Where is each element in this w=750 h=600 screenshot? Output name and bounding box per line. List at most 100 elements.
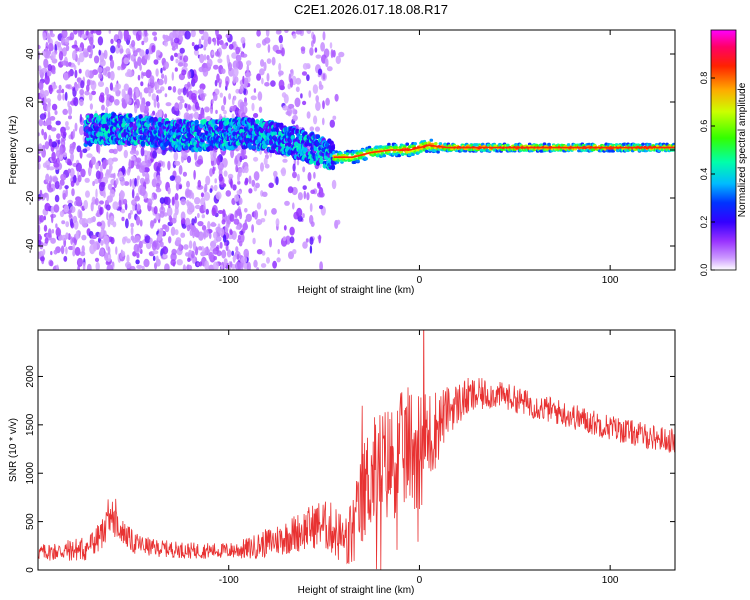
spectrogram-noise-cell — [186, 88, 189, 98]
spectrogram-x-ticks: -100 0 100 — [219, 30, 619, 286]
spectrogram-noise-cell — [199, 261, 203, 267]
spectrogram-noise-cell — [109, 189, 116, 198]
spectrogram-noise-cell — [175, 175, 182, 184]
spectrogram-noise-cell — [89, 36, 94, 46]
spectrogram-noise-cell — [151, 45, 156, 53]
spectrogram-noise-cell — [335, 55, 341, 65]
spectrogram-noise-cell — [47, 187, 54, 193]
spectrogram-noise-cell — [174, 52, 178, 58]
spectrogram-noise-cell — [100, 228, 104, 238]
spectrogram-noise-cell — [51, 103, 58, 111]
spectrogram-noise-cell — [109, 70, 115, 81]
spectrogram-noise-cell — [215, 109, 218, 114]
spectrogram-trace-cell — [405, 150, 410, 154]
spectrogram-noise-cell — [126, 238, 131, 244]
spectrogram-noise-cell — [113, 172, 116, 180]
spectrogram-noise-cell — [114, 83, 122, 90]
spectrogram-noise-cell — [256, 30, 261, 37]
spectrogram-noise-cell — [227, 62, 233, 72]
y-tick-label: 20 — [25, 96, 36, 108]
spectrogram-noise-cell — [182, 86, 187, 96]
spectrogram-noise-cell — [100, 240, 104, 246]
spectrogram-noise-cell — [203, 39, 208, 48]
spectrogram-trace-cell — [641, 142, 645, 146]
spectrogram-noise-cell — [296, 207, 303, 218]
spectrogram-noise-cell — [65, 246, 68, 255]
spectrogram-noise-cell — [307, 172, 312, 182]
spectrogram-noise-cell — [315, 101, 321, 112]
spectrogram-noise-cell — [210, 221, 216, 227]
spectrogram-trace-cell — [259, 128, 265, 134]
spectrogram-noise-cell — [65, 187, 68, 198]
spectrogram-noise-cell — [232, 266, 235, 270]
spectrogram-noise-cell — [212, 261, 219, 270]
spectrogram-noise-cell — [241, 53, 248, 58]
spectrogram-noise-cell — [65, 232, 69, 240]
spectrogram-noise-cell — [232, 41, 237, 46]
spectrogram-noise-cell — [117, 66, 121, 71]
spectrogram-noise-cell — [255, 182, 260, 189]
spectrogram-noise-cell — [149, 75, 155, 83]
spectrogram-noise-cell — [50, 251, 53, 256]
spectrogram-noise-cell — [59, 153, 64, 160]
spectrogram-noise-cell — [110, 45, 116, 54]
spectrogram-noise-cell — [68, 213, 73, 219]
spectrogram-noise-cell — [184, 217, 191, 227]
spectrogram-noise-cell — [278, 34, 283, 44]
spectrogram-trace-cell — [194, 147, 199, 153]
spectrogram-noise-cell — [197, 179, 202, 188]
spectrogram-noise-cell — [57, 41, 62, 48]
spectrogram-noise-cell — [107, 218, 111, 228]
spectrogram-noise-cell — [151, 241, 157, 251]
spectrogram-noise-cell — [39, 113, 47, 120]
spectrogram-noise-cell — [136, 264, 143, 269]
spectrogram-noise-cell — [292, 114, 298, 122]
spectrogram-noise-cell — [239, 84, 244, 93]
spectrogram-content — [38, 30, 675, 270]
spectrogram-noise-cell — [134, 177, 137, 187]
spectrogram-noise-cell — [90, 201, 94, 212]
spectrogram-noise-cell — [278, 70, 284, 76]
spectrogram-noise-cell — [45, 173, 50, 183]
spectrogram-noise-cell — [51, 213, 54, 224]
spectrogram-noise-cell — [115, 246, 118, 255]
spectrogram-noise-cell — [301, 71, 308, 76]
spectrogram-noise-cell — [225, 33, 230, 39]
spectrogram-noise-cell — [58, 84, 62, 90]
spectrogram-noise-cell — [302, 185, 307, 191]
spectrogram-noise-cell — [84, 177, 90, 183]
spectrogram-noise-cell — [267, 44, 271, 53]
spectrogram-noise-cell — [120, 189, 124, 200]
spectrogram-noise-cell — [138, 30, 142, 35]
spectrogram-trace-cell — [89, 113, 94, 119]
spectrogram-noise-cell — [38, 65, 42, 72]
spectrogram-noise-cell — [122, 236, 126, 245]
spectrogram-noise-cell — [181, 69, 187, 76]
spectrogram-noise-cell — [224, 224, 229, 233]
spectrogram-noise-cell — [223, 96, 227, 106]
spectrogram-noise-cell — [257, 91, 263, 101]
spectrogram-noise-cell — [271, 56, 276, 66]
spectrogram-noise-cell — [144, 53, 149, 60]
spectrogram-noise-cell — [329, 119, 335, 128]
spectrogram-noise-cell — [98, 72, 103, 79]
spectrogram-trace-cell — [315, 134, 321, 140]
spectrogram-noise-cell — [182, 264, 186, 270]
spectrogram-trace-cell — [397, 154, 402, 158]
spectrogram-noise-cell — [79, 89, 85, 96]
y-tick-label: 2000 — [25, 365, 36, 388]
spectrogram-noise-cell — [125, 218, 129, 229]
spectrogram-noise-cell — [98, 49, 101, 56]
spectrogram-noise-cell — [181, 151, 185, 158]
spectrogram-noise-cell — [173, 110, 178, 116]
spectrogram-noise-cell — [332, 115, 337, 121]
spectrogram-noise-cell — [144, 30, 148, 37]
spectrogram-noise-cell — [167, 86, 172, 91]
spectrogram-y-ticks: -40 -20 0 20 40 — [25, 48, 675, 253]
spectrogram-noise-cell — [253, 88, 257, 93]
spectrogram-noise-cell — [145, 172, 150, 182]
spectrogram-noise-cell — [145, 69, 152, 79]
spectrogram-noise-cell — [207, 58, 213, 68]
spectrogram-noise-cell — [264, 82, 270, 87]
spectrogram-noise-cell — [246, 261, 251, 270]
